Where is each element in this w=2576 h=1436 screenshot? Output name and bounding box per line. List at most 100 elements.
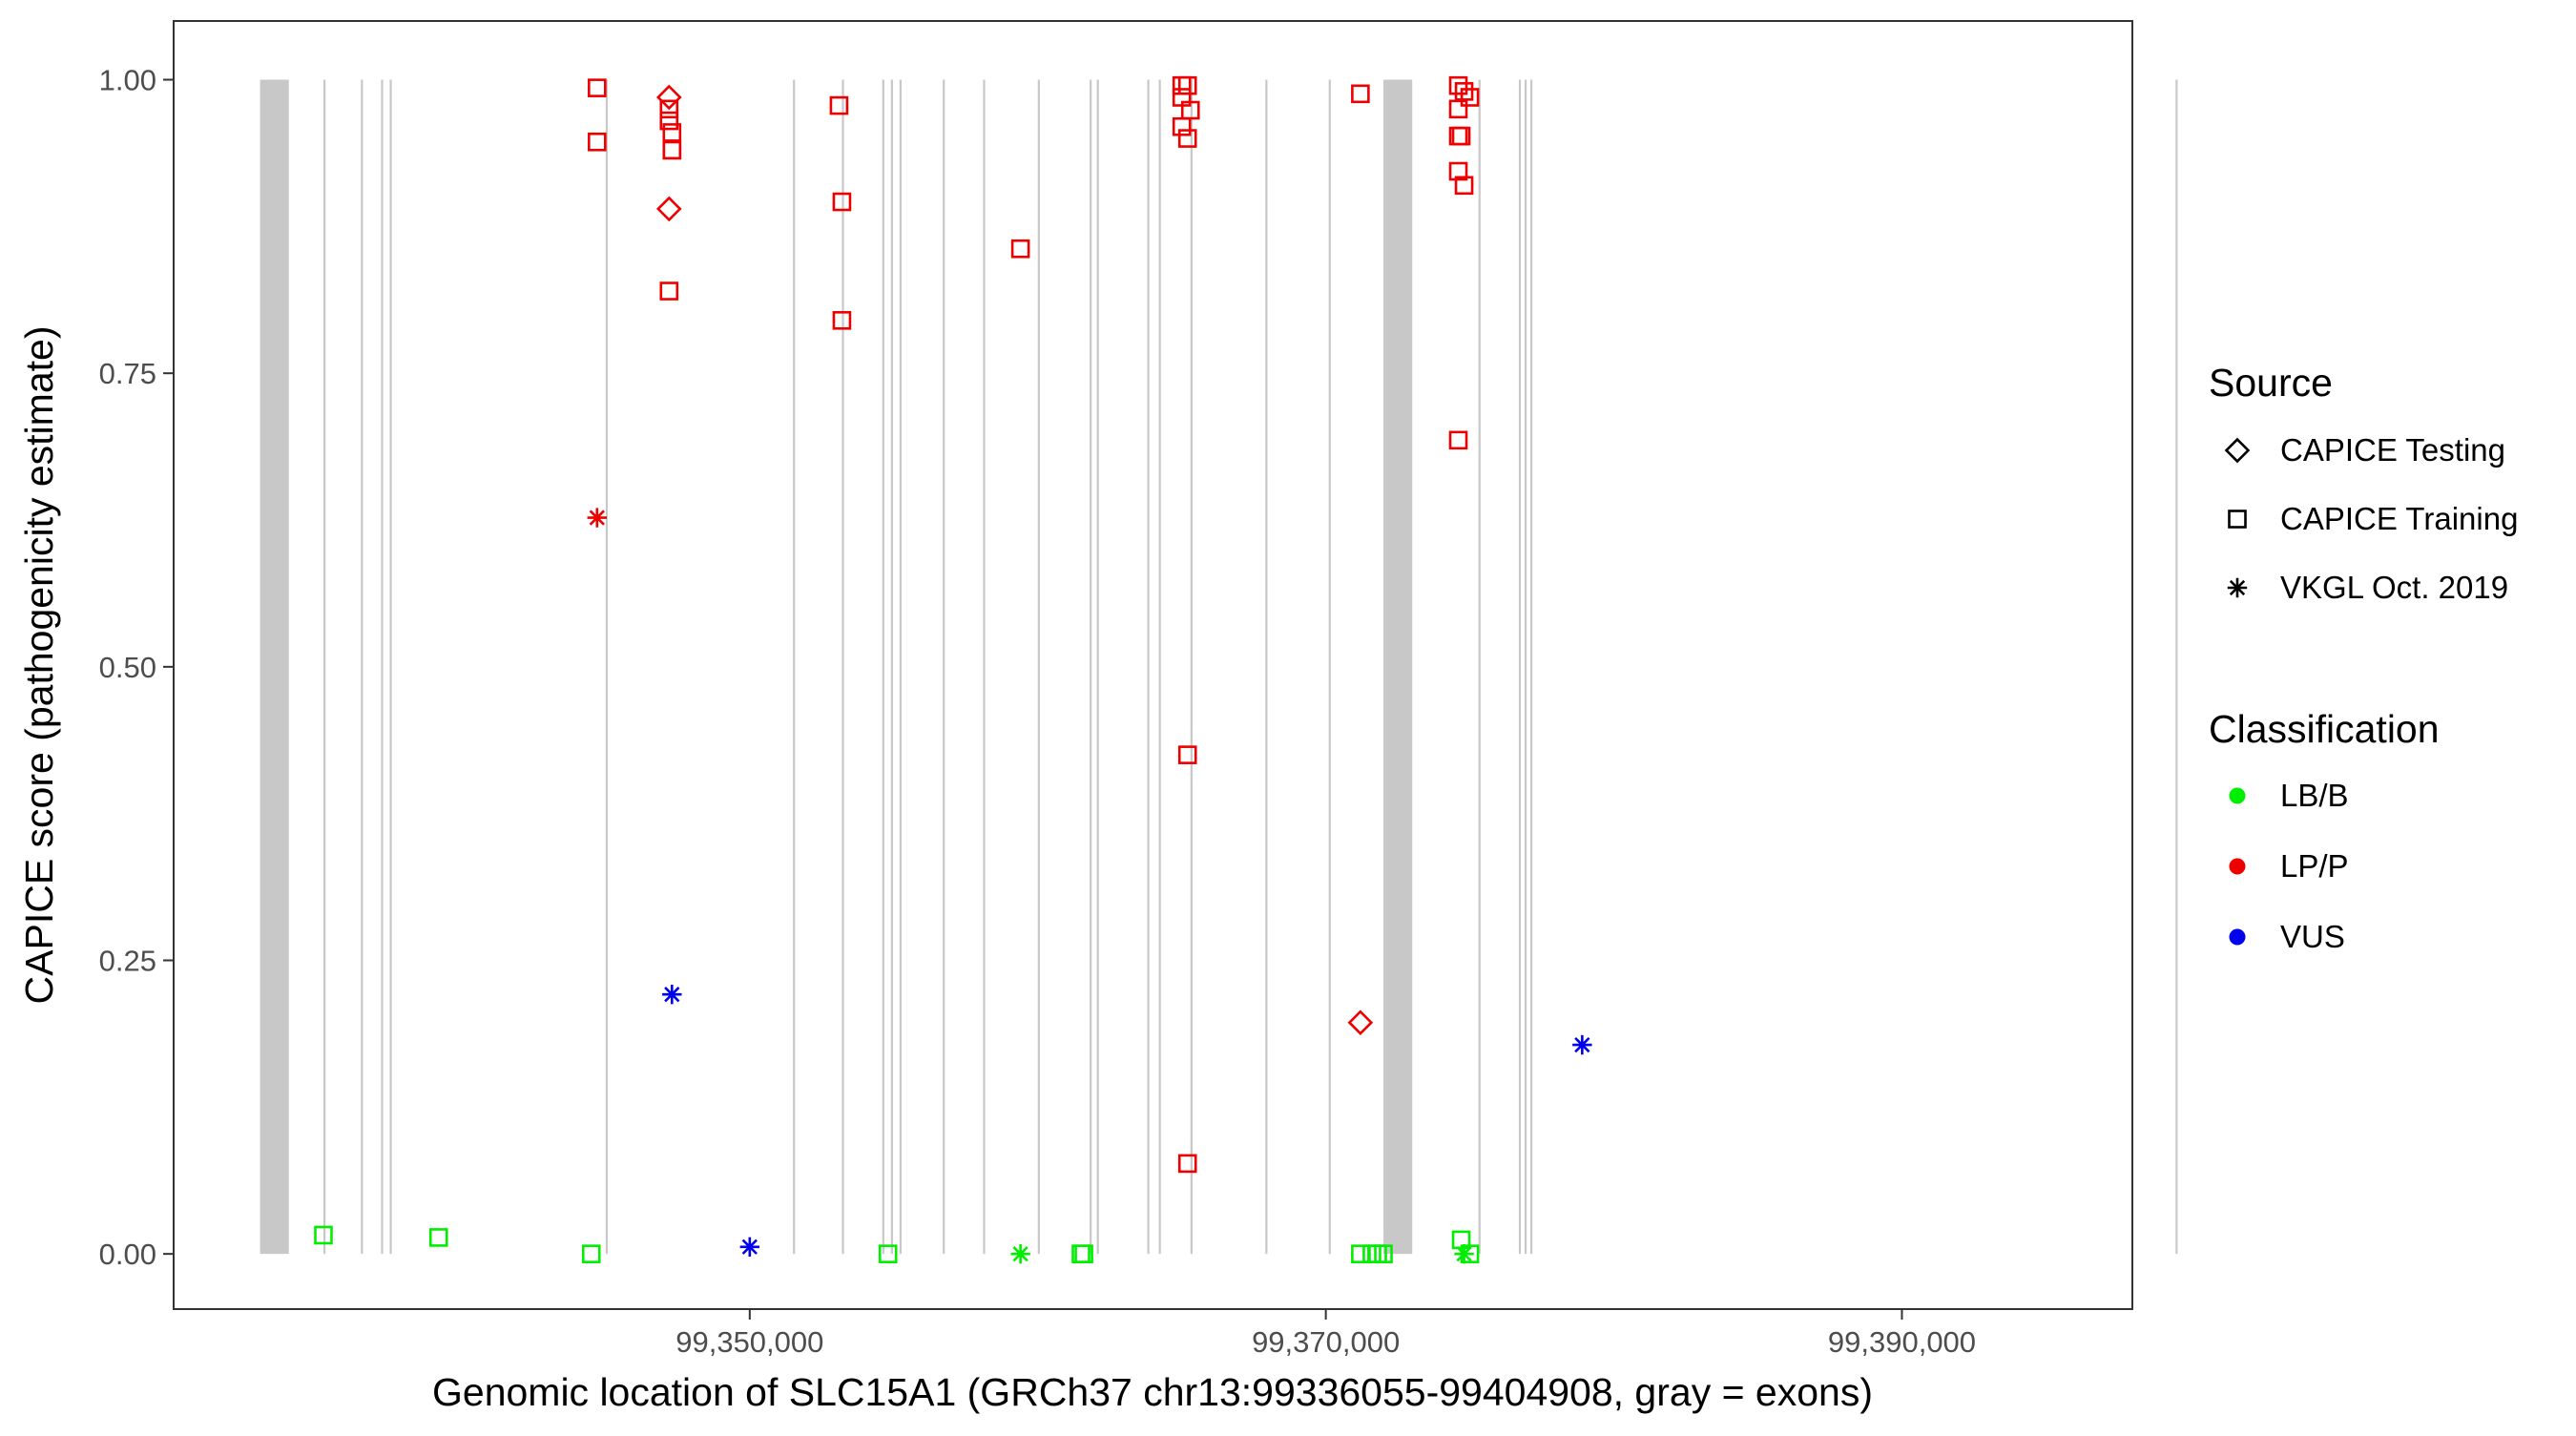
x-tick-label: 99,350,000 bbox=[675, 1325, 823, 1359]
data-point bbox=[581, 1244, 601, 1263]
legend-source-label: CAPICE Testing bbox=[2280, 432, 2505, 468]
y-tick-label: 1.00 bbox=[99, 64, 156, 97]
exon-band bbox=[2175, 79, 2178, 1255]
exon-band bbox=[1096, 79, 1099, 1255]
exon-band bbox=[983, 79, 986, 1255]
exon-band bbox=[1383, 79, 1413, 1255]
exon-band bbox=[841, 79, 844, 1255]
data-point bbox=[662, 984, 682, 1005]
exon-band bbox=[1090, 79, 1092, 1255]
data-point bbox=[1177, 129, 1197, 148]
legend-classification-title: Classification bbox=[2209, 707, 2440, 751]
exon-band bbox=[260, 79, 289, 1255]
data-point bbox=[1572, 1034, 1592, 1055]
data-point bbox=[1448, 126, 1468, 146]
exon-band bbox=[882, 79, 884, 1255]
y-tick-label: 0.25 bbox=[99, 945, 156, 978]
legend-classification-label: LB/B bbox=[2280, 778, 2349, 813]
exon-band bbox=[1518, 79, 1522, 1255]
exon-band bbox=[381, 79, 384, 1255]
data-point bbox=[832, 311, 852, 330]
data-point bbox=[1177, 1154, 1197, 1174]
x-tick-label: 99,370,000 bbox=[1252, 1325, 1400, 1359]
data-point bbox=[428, 1228, 448, 1247]
data-point bbox=[588, 78, 607, 97]
data-point bbox=[1374, 1244, 1393, 1263]
exon-band bbox=[943, 79, 945, 1255]
data-point bbox=[1177, 745, 1197, 764]
exon-band bbox=[1147, 79, 1150, 1255]
x-tick-label: 99,390,000 bbox=[1828, 1325, 1976, 1359]
data-point bbox=[1177, 75, 1197, 95]
legend-source-key bbox=[2228, 510, 2247, 529]
data-point bbox=[662, 140, 682, 160]
data-point bbox=[1454, 82, 1474, 101]
exon-band bbox=[322, 79, 326, 1255]
data-point bbox=[1448, 161, 1468, 181]
plot-panel-border bbox=[173, 20, 2133, 1310]
data-point bbox=[1351, 84, 1370, 104]
exon-band bbox=[1524, 79, 1527, 1255]
exon-band bbox=[890, 79, 893, 1255]
legend-classification-key bbox=[2229, 787, 2246, 804]
exon-band bbox=[1265, 79, 1268, 1255]
data-point bbox=[1448, 430, 1468, 450]
exon-band bbox=[899, 79, 903, 1255]
data-point bbox=[1368, 1244, 1387, 1263]
legend-source-key bbox=[2227, 577, 2248, 598]
data-point bbox=[1448, 99, 1468, 119]
point-layer bbox=[314, 75, 1592, 1264]
exon-band bbox=[1190, 79, 1193, 1255]
data-point bbox=[1010, 239, 1030, 259]
y-tick-label: 0.00 bbox=[99, 1238, 156, 1271]
data-point bbox=[878, 1244, 898, 1263]
legend-classification-key bbox=[2229, 858, 2246, 875]
exon-band bbox=[605, 79, 609, 1255]
data-point bbox=[587, 508, 608, 528]
legend: Source CAPICE Testing CAPICE Training VKGL … bbox=[2209, 361, 2518, 954]
data-point bbox=[829, 95, 849, 115]
x-axis-title: Genomic location of SLC15A1 (GRCh37 chr1… bbox=[432, 1370, 1873, 1414]
data-point bbox=[1172, 75, 1192, 95]
data-point bbox=[659, 99, 679, 119]
data-point bbox=[314, 1225, 333, 1245]
data-point bbox=[659, 281, 679, 301]
data-point bbox=[1351, 1244, 1370, 1263]
y-axis-title: CAPICE score (pathogenicity estimate) bbox=[17, 326, 61, 1005]
data-point bbox=[739, 1237, 760, 1257]
data-point bbox=[1347, 1009, 1374, 1036]
legend-source-label: CAPICE Training bbox=[2280, 501, 2518, 536]
data-point bbox=[659, 111, 679, 131]
y-tick-label: 0.75 bbox=[99, 357, 156, 390]
exon-band bbox=[1328, 79, 1331, 1255]
legend-source-label: VKGL Oct. 2019 bbox=[2280, 570, 2508, 605]
legend-source-title: Source bbox=[2209, 361, 2333, 405]
data-point bbox=[832, 192, 852, 212]
data-point bbox=[1172, 116, 1192, 136]
data-point bbox=[1010, 1243, 1030, 1264]
data-point bbox=[655, 84, 682, 111]
data-point bbox=[1448, 75, 1468, 95]
exon-band bbox=[389, 79, 392, 1255]
data-point bbox=[655, 196, 682, 222]
data-point bbox=[1074, 1244, 1093, 1263]
exon-layer bbox=[260, 79, 2178, 1255]
data-point bbox=[1362, 1244, 1381, 1263]
y-tick-label: 0.50 bbox=[99, 651, 156, 684]
exon-band bbox=[361, 79, 364, 1255]
exon-band bbox=[1037, 79, 1040, 1255]
data-point bbox=[1454, 1243, 1474, 1264]
data-point bbox=[1454, 176, 1474, 196]
data-point bbox=[662, 140, 682, 160]
exon-band bbox=[1158, 79, 1161, 1255]
exon-band bbox=[793, 79, 796, 1255]
data-point bbox=[662, 123, 682, 142]
legend-classification-label: LP/P bbox=[2280, 848, 2349, 884]
data-point bbox=[588, 132, 607, 152]
legend-classification-label: VUS bbox=[2280, 919, 2345, 954]
exon-band bbox=[1530, 79, 1533, 1255]
data-point bbox=[1460, 88, 1480, 107]
legend-classification-key bbox=[2229, 928, 2246, 946]
legend-source-key bbox=[2224, 437, 2251, 464]
